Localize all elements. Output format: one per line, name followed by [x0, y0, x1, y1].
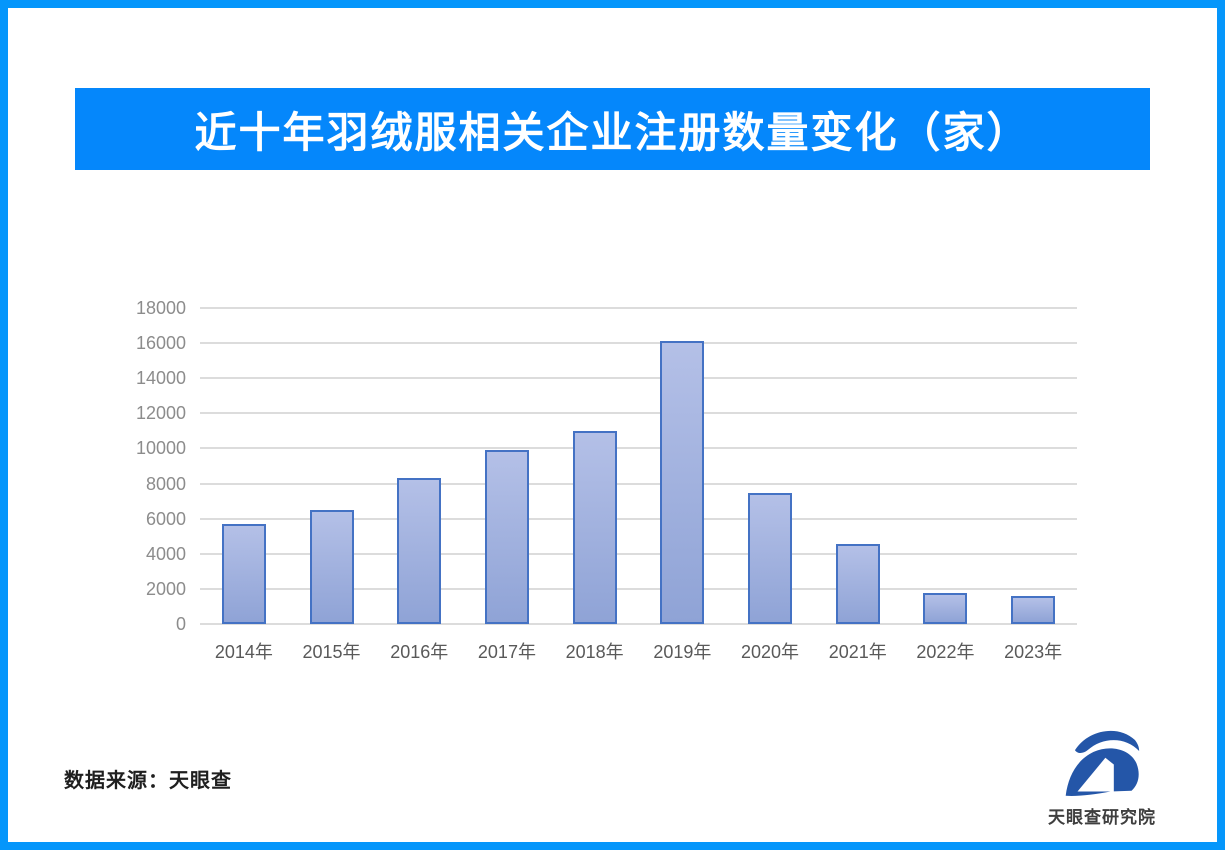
bar-2018年: [572, 431, 617, 624]
gridline-16000: [200, 342, 1077, 345]
gridline-4000: [200, 552, 1077, 555]
bar-2019年: [660, 341, 705, 624]
y-axis-tick-label-16000: 16000: [135, 333, 186, 354]
gridline-6000: [200, 517, 1077, 520]
page-title: 近十年羽绒服相关企业注册数量变化（家）: [194, 108, 1031, 156]
bar-2016年: [397, 478, 442, 624]
x-axis-tick-label-2023年: 2023年: [1004, 642, 1063, 662]
y-axis-tick-label-18000: 18000: [135, 298, 186, 318]
gridline-8000: [200, 482, 1077, 485]
y-axis-tick-label-2000: 2000: [145, 578, 186, 599]
y-axis-tick-label-8000: 8000: [145, 473, 186, 494]
y-axis-tick-label-0: 0: [175, 614, 186, 634]
brand-name: 天眼查研究院: [1048, 808, 1156, 827]
bar-2022年: [923, 593, 968, 624]
title-banner: 近十年羽绒服相关企业注册数量变化（家）: [75, 88, 1150, 170]
y-axis-tick-label-6000: 6000: [145, 508, 186, 529]
plot-area: 0 2000 4000 6000 8000 10000 12000 14000 16000 180…: [136, 298, 1077, 662]
y-axis-tick-label-10000: 10000: [135, 438, 186, 459]
bar-2023年: [1011, 596, 1056, 624]
bar-2017年: [484, 450, 529, 624]
bar-2014年: [221, 524, 266, 624]
x-axis-tick-label-2018年: 2018年: [565, 642, 624, 662]
bar-2015年: [309, 510, 354, 624]
bar-2021年: [835, 544, 880, 624]
gridline-12000: [200, 412, 1077, 415]
x-axis-tick-label-2021年: 2021年: [828, 642, 887, 662]
y-axis-tick-label-12000: 12000: [135, 403, 186, 424]
x-axis-tick-label-2019年: 2019年: [653, 642, 712, 662]
y-axis-tick-label-4000: 4000: [145, 543, 186, 564]
gridline-18000: [200, 307, 1077, 309]
x-axis-tick-label-2020年: 2020年: [741, 642, 800, 662]
y-axis-tick-label-14000: 14000: [135, 368, 186, 389]
tianyancha-eye-logo: [1065, 730, 1140, 796]
x-axis-tick-label-2022年: 2022年: [916, 642, 975, 662]
x-axis-tick-label-2014年: 2014年: [214, 642, 273, 662]
x-axis-tick-label-2017年: 2017年: [477, 642, 536, 662]
brand-block: 天眼查研究院: [1024, 724, 1180, 828]
x-axis-tick-label-2015年: 2015年: [302, 642, 361, 662]
gridline-10000: [200, 447, 1077, 450]
x-axis-tick-label-2016年: 2016年: [390, 642, 449, 662]
bar-2020年: [748, 493, 793, 624]
gridline-14000: [200, 377, 1077, 380]
gridline-2000: [200, 587, 1077, 590]
data-source-note: 数据来源：天眼查: [64, 770, 232, 792]
gridline-0: [200, 623, 1077, 625]
